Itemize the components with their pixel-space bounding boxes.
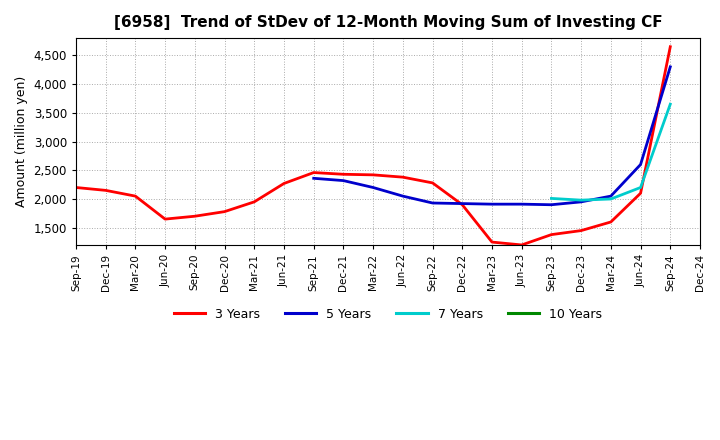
Legend: 3 Years, 5 Years, 7 Years, 10 Years: 3 Years, 5 Years, 7 Years, 10 Years [169, 303, 607, 326]
Y-axis label: Amount (million yen): Amount (million yen) [15, 76, 28, 207]
Title: [6958]  Trend of StDev of 12-Month Moving Sum of Investing CF: [6958] Trend of StDev of 12-Month Moving… [114, 15, 662, 30]
